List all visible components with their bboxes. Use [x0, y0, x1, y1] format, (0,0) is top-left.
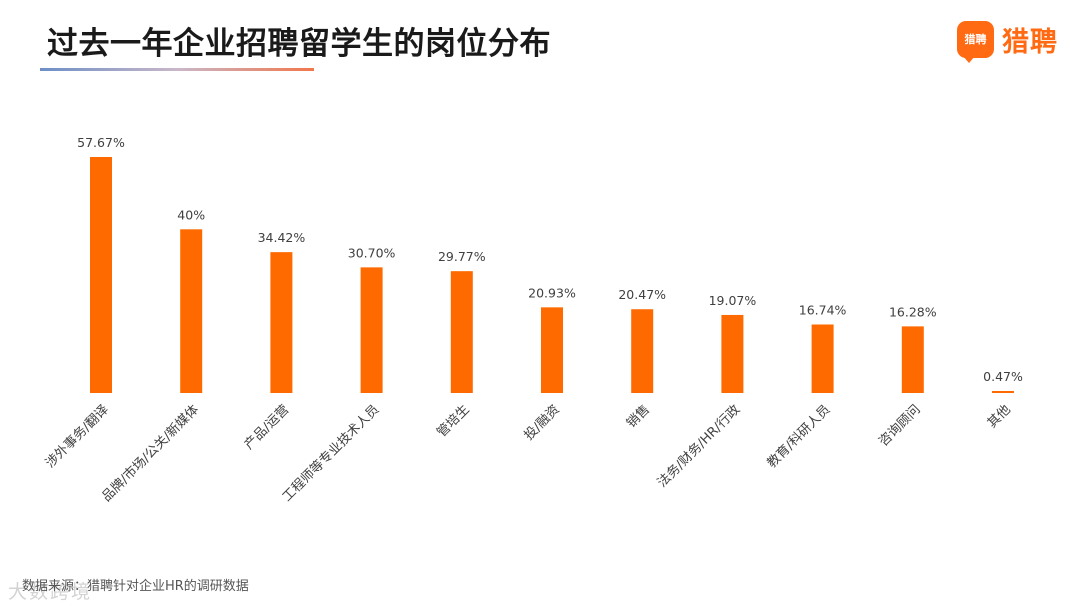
bar-7	[631, 309, 654, 393]
data-label-4: 30.70%	[348, 245, 396, 260]
data-label-9: 16.74%	[799, 302, 847, 317]
logo-text: 猎聘	[1002, 26, 1058, 58]
bar-10	[901, 326, 924, 393]
category-label-4: 工程师等专业技术人员	[279, 402, 382, 505]
bar-5	[450, 271, 473, 393]
data-label-3: 34.42%	[258, 230, 306, 245]
category-label-3: 产品/运营	[242, 402, 292, 452]
watermark: 大数跨境	[8, 581, 93, 603]
category-label-8: 法务/财务/HR/行政	[654, 402, 743, 491]
page-title: 过去一年企业招聘留学生的岗位分布	[47, 26, 551, 62]
bar-9	[811, 324, 834, 393]
logo-badge-icon: 猎聘	[957, 20, 994, 63]
bar-4	[360, 267, 383, 393]
bar-2	[180, 229, 203, 393]
category-label-7: 销售	[623, 402, 653, 432]
brand-logo: 猎聘 猎聘	[957, 20, 1058, 63]
data-label-1: 57.67%	[77, 135, 125, 150]
category-label-2: 品牌/市场/公关/新媒体	[99, 402, 202, 505]
title-underline	[40, 68, 314, 71]
data-label-6: 20.93%	[528, 285, 576, 300]
data-label-11: 0.47%	[983, 369, 1023, 384]
data-label-5: 29.77%	[438, 249, 486, 264]
data-label-10: 16.28%	[889, 304, 937, 319]
data-label-7: 20.47%	[618, 287, 666, 302]
bar-1	[90, 157, 112, 393]
category-label-1: 涉外事务/翻译	[42, 402, 112, 472]
bar-6	[541, 307, 563, 393]
bar-8	[721, 314, 744, 393]
category-label-5: 管培生	[434, 402, 473, 441]
category-label-9: 教育/科研人员	[764, 402, 834, 472]
category-label-6: 投/融资	[521, 402, 563, 444]
footnote: 数据来源：猎聘针对企业HR的调研数据	[22, 579, 249, 594]
data-label-2: 40%	[177, 207, 205, 222]
category-label-10: 咨询顾问	[876, 402, 923, 449]
bar-3	[270, 252, 293, 393]
category-label-11: 其他	[985, 402, 1014, 431]
data-label-8: 19.07%	[709, 293, 757, 308]
bar-11	[992, 391, 1014, 393]
